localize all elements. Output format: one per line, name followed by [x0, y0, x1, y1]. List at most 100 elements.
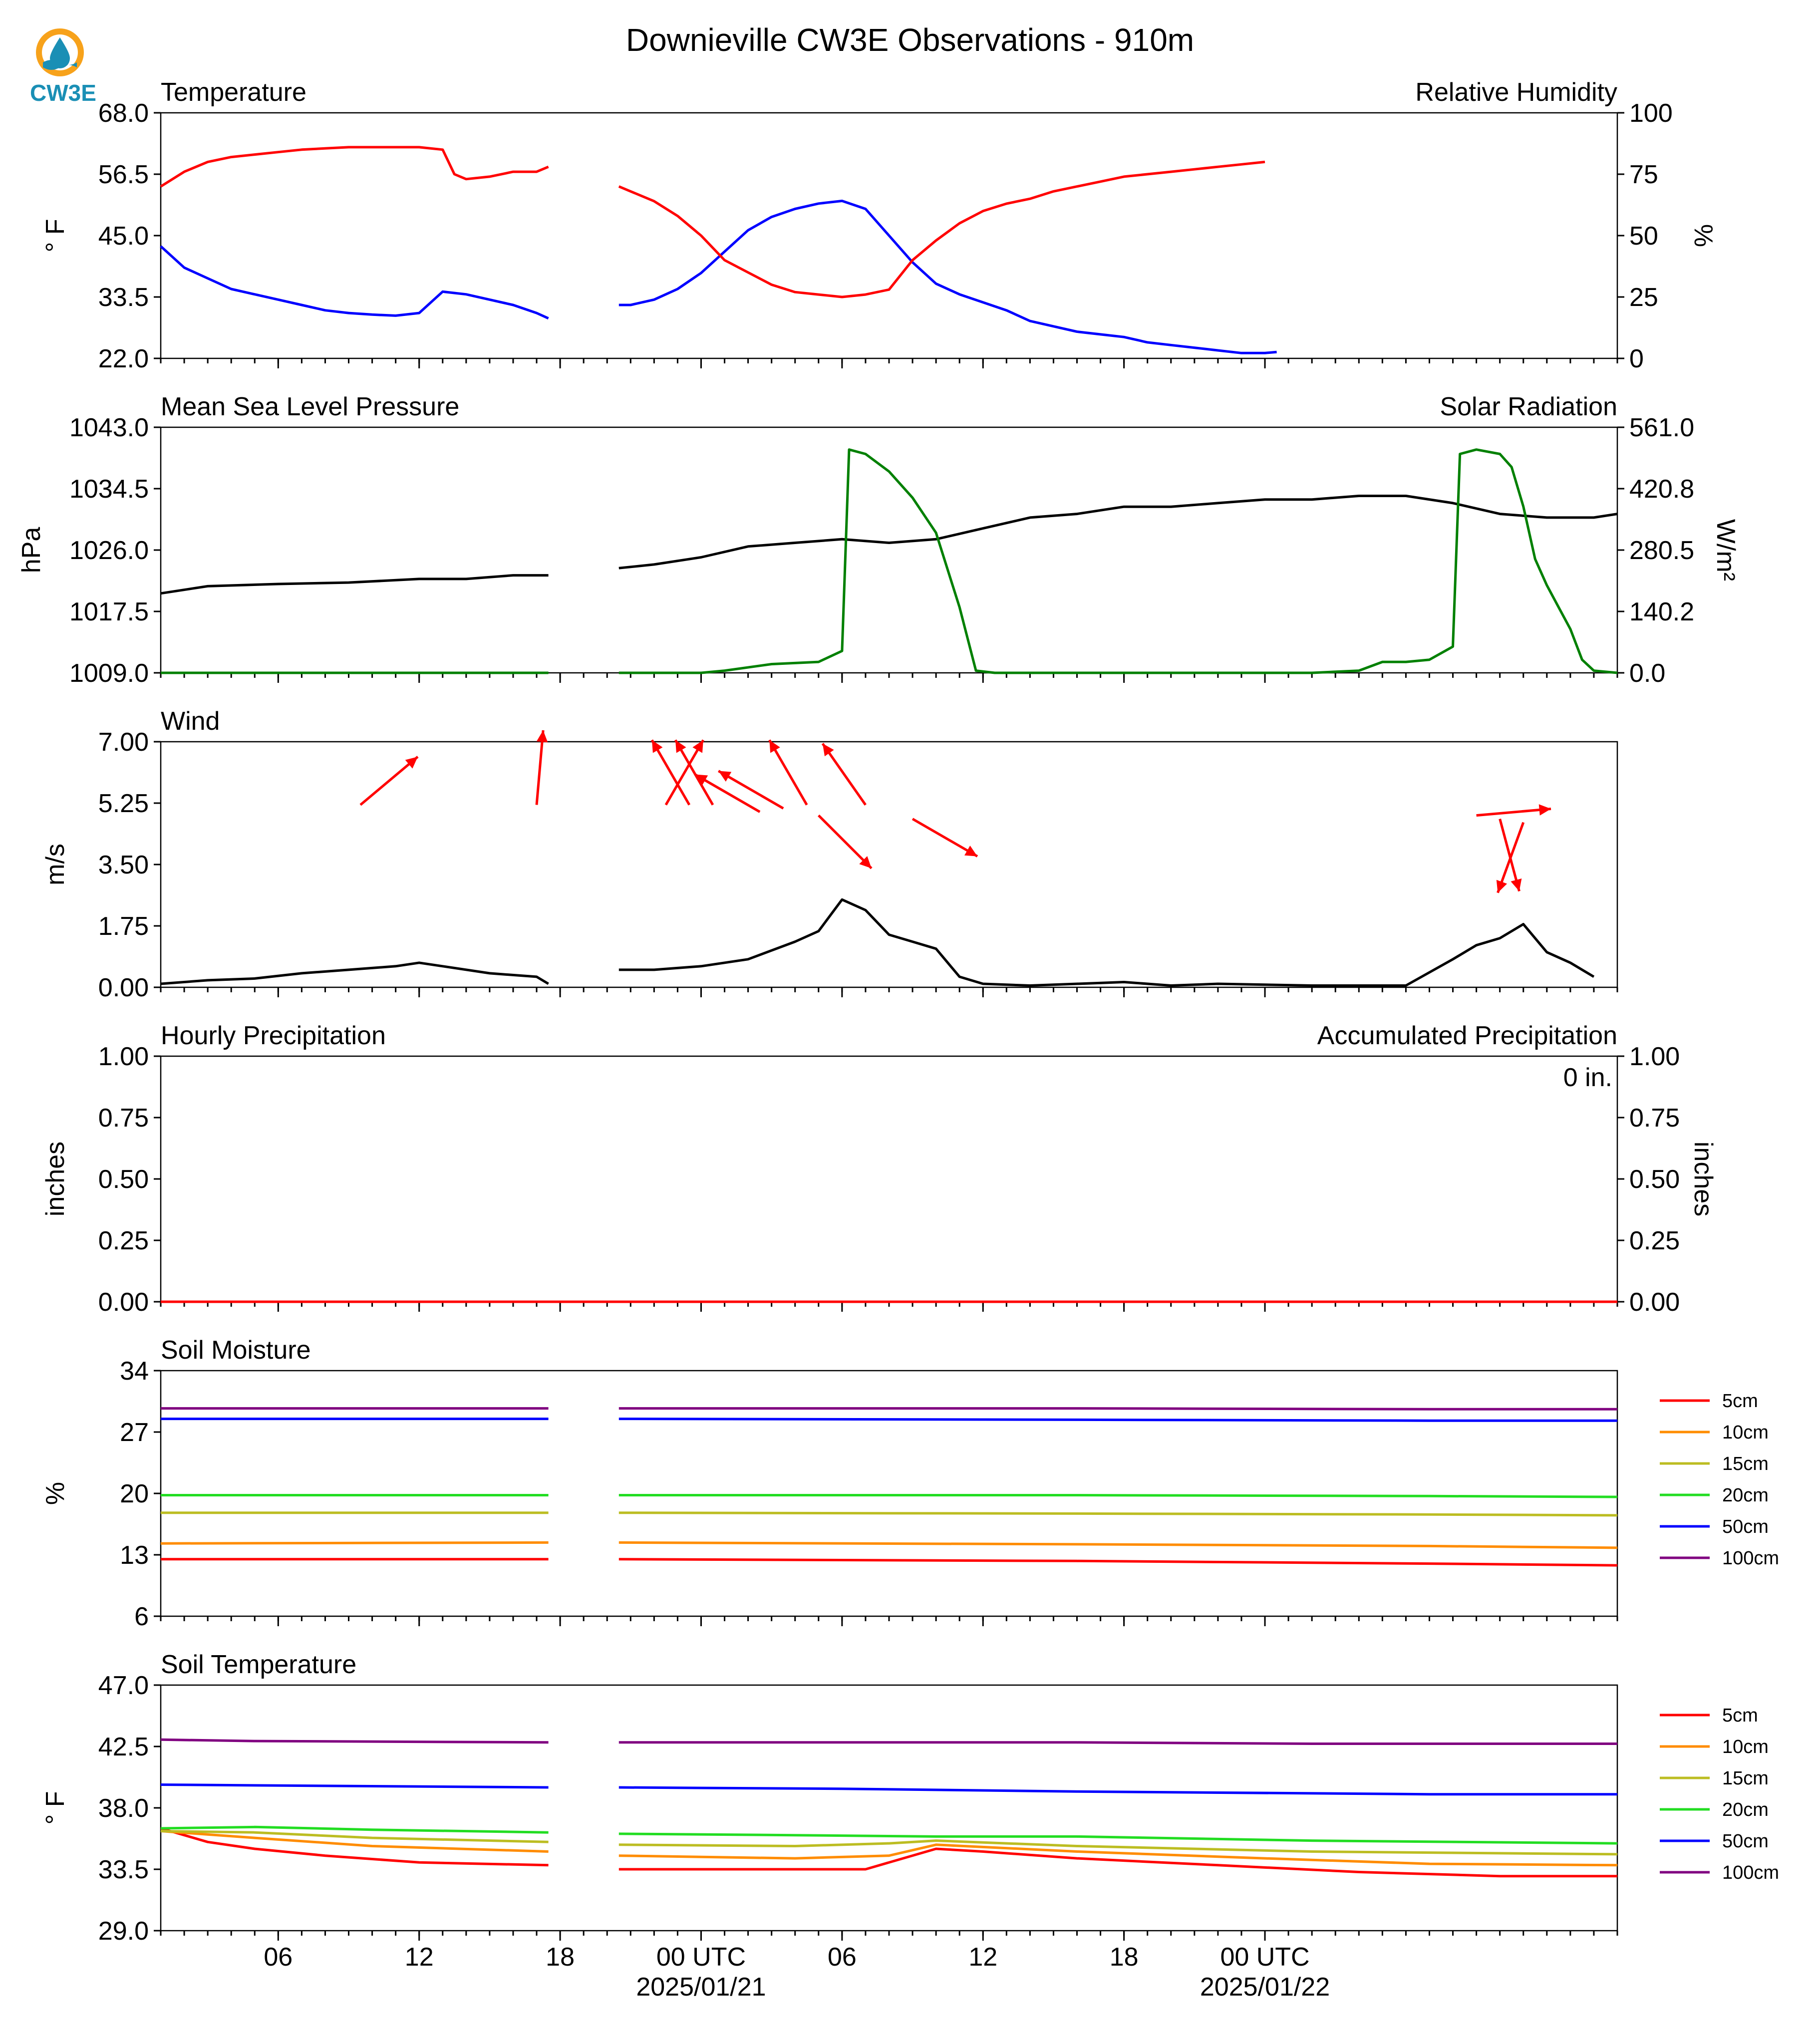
x-tick-sublabel: 2025/01/22	[1200, 1973, 1330, 2002]
series-line-100cm	[160, 1738, 549, 1744]
y2-tick-label: 100	[1629, 99, 1673, 128]
wind-arrow	[911, 818, 978, 858]
y-axis-label: m/s	[41, 844, 70, 885]
legend-label: 50cm	[1722, 1831, 1769, 1852]
y-tick-label: 34	[120, 1357, 149, 1386]
legend-label: 10cm	[1722, 1422, 1769, 1443]
wind-arrow	[359, 756, 419, 806]
wind-arrow	[818, 814, 873, 869]
panel-pressure_solar: Mean Sea Level Pressure Solar Radiation 10…	[17, 392, 1740, 688]
y-tick-label: 0.25	[98, 1226, 149, 1255]
y-axis-label: inches	[41, 1142, 70, 1216]
x-tick-label: 00 UTC	[1220, 1943, 1309, 1972]
series-line-10cm	[160, 1830, 549, 1853]
y2-tick-label: 280.5	[1629, 536, 1694, 565]
legend-label: 10cm	[1722, 1737, 1769, 1757]
y2-tick-label: 561.0	[1629, 413, 1694, 442]
y-tick-label: 68.0	[98, 99, 149, 128]
y-tick-label: 3.50	[98, 851, 149, 879]
y2-tick-label: 0.00	[1629, 1288, 1680, 1317]
panel-soil_moisture: Soil Moisture 6 13 20 27 34% 5cm 10cm 15cm 20cm 50…	[41, 1336, 1779, 1631]
wind-arrow	[650, 739, 691, 806]
y-tick-label: 56.5	[98, 160, 149, 189]
panel-frame	[160, 741, 1618, 988]
legend-label: 15cm	[1722, 1768, 1769, 1789]
y2-tick-label: 25	[1629, 283, 1658, 312]
x-tick-label: 06	[828, 1943, 857, 1972]
legend-label: 100cm	[1722, 1548, 1779, 1569]
series-line-15cm	[618, 1839, 1618, 1856]
y-tick-label: 6	[134, 1602, 149, 1631]
figure-title: Downieville CW3E Observations - 910m	[626, 22, 1194, 58]
panel-title-left: Wind	[161, 707, 220, 736]
series-line-10cm	[160, 1541, 549, 1545]
y-tick-label: 42.5	[98, 1733, 149, 1761]
x-tick-label: 12	[968, 1943, 997, 1972]
panel-title-left: Hourly Precipitation	[161, 1021, 386, 1050]
y2-axis-label: inches	[1689, 1142, 1718, 1216]
wind-arrow	[694, 773, 761, 813]
panel-frame	[160, 426, 1618, 674]
y2-tick-label: 0.75	[1629, 1104, 1680, 1133]
wind-arrow	[535, 730, 545, 805]
y-tick-label: 1.75	[98, 912, 149, 941]
legend-label: 5cm	[1722, 1705, 1758, 1726]
y-tick-label: 0.00	[98, 1288, 149, 1317]
panel-title-left: Mean Sea Level Pressure	[161, 392, 459, 421]
series-line-relative_humidity	[618, 160, 1265, 298]
wind-arrow	[718, 770, 784, 810]
y-tick-label: 47.0	[98, 1671, 149, 1700]
series-line-temperature	[160, 245, 549, 320]
series-line-wind_speed	[160, 961, 549, 985]
series-line-10cm	[618, 1843, 1618, 1867]
legend-label: 15cm	[1722, 1453, 1769, 1474]
series-line-pressure	[160, 574, 549, 595]
series-line-50cm	[618, 1418, 1617, 1422]
x-tick-label: 06	[264, 1943, 293, 1972]
series-line-pressure	[618, 495, 1618, 570]
y-tick-label: 1017.5	[69, 597, 149, 626]
logo-wave-icon	[43, 60, 77, 70]
x-tick-label: 00 UTC	[656, 1943, 746, 1972]
series-line-10cm	[618, 1541, 1618, 1549]
y-tick-label: 33.5	[98, 1855, 149, 1884]
y-tick-label: 1043.0	[69, 413, 149, 442]
series-line-50cm	[160, 1783, 549, 1789]
y2-axis-label: W/m²	[1711, 519, 1740, 581]
panel-soil_temperature: Soil Temperature 29.0 33.5 38.0 42.5 47.0 ° F 0…	[41, 1650, 1779, 2002]
wind-arrow-head	[536, 730, 548, 743]
wind-arrow-head	[1538, 804, 1551, 816]
y2-tick-label: 0.0	[1629, 659, 1665, 688]
y-tick-label: 38.0	[98, 1794, 149, 1823]
y-axis-label: ° F	[41, 1791, 70, 1824]
x-tick-label: 12	[405, 1943, 434, 1972]
panel-title-left: Soil Moisture	[161, 1336, 311, 1365]
wind-arrow-head	[859, 856, 872, 869]
y-tick-label: 1034.5	[69, 475, 149, 504]
accumulated-annotation: 0 in.	[1563, 1063, 1612, 1092]
y-tick-label: 27	[120, 1418, 149, 1447]
y2-tick-label: 140.2	[1629, 597, 1694, 626]
series-line-15cm	[618, 1511, 1618, 1517]
wind-arrow-head	[822, 743, 834, 757]
panel-wind: Wind 0.00 1.75 3.50 5.25 7.00 m/s	[41, 707, 1618, 1002]
panel-title-right: Solar Radiation	[1440, 392, 1617, 421]
y2-tick-label: 0.25	[1629, 1226, 1680, 1255]
y-tick-label: 45.0	[98, 222, 149, 251]
series-line-5cm	[160, 1827, 549, 1867]
y2-tick-label: 420.8	[1629, 475, 1694, 504]
series-line-20cm	[160, 1825, 549, 1834]
x-tick-label: 18	[1110, 1943, 1139, 1972]
y-tick-label: 20	[120, 1479, 149, 1508]
y-tick-label: 0.50	[98, 1165, 149, 1194]
y-tick-label: 33.5	[98, 283, 149, 312]
y2-tick-label: 0.50	[1629, 1165, 1680, 1194]
series-line-solar_radiation	[618, 448, 1618, 674]
panels: Temperature Relative Humidity 22.0 33.5 45.0…	[17, 78, 1779, 2002]
y2-axis-label: %	[1689, 224, 1718, 247]
y2-tick-label: 75	[1629, 160, 1658, 189]
series-line-100cm	[618, 1407, 1617, 1411]
legend-label: 50cm	[1722, 1516, 1769, 1537]
wind-arrow-head	[675, 740, 686, 753]
